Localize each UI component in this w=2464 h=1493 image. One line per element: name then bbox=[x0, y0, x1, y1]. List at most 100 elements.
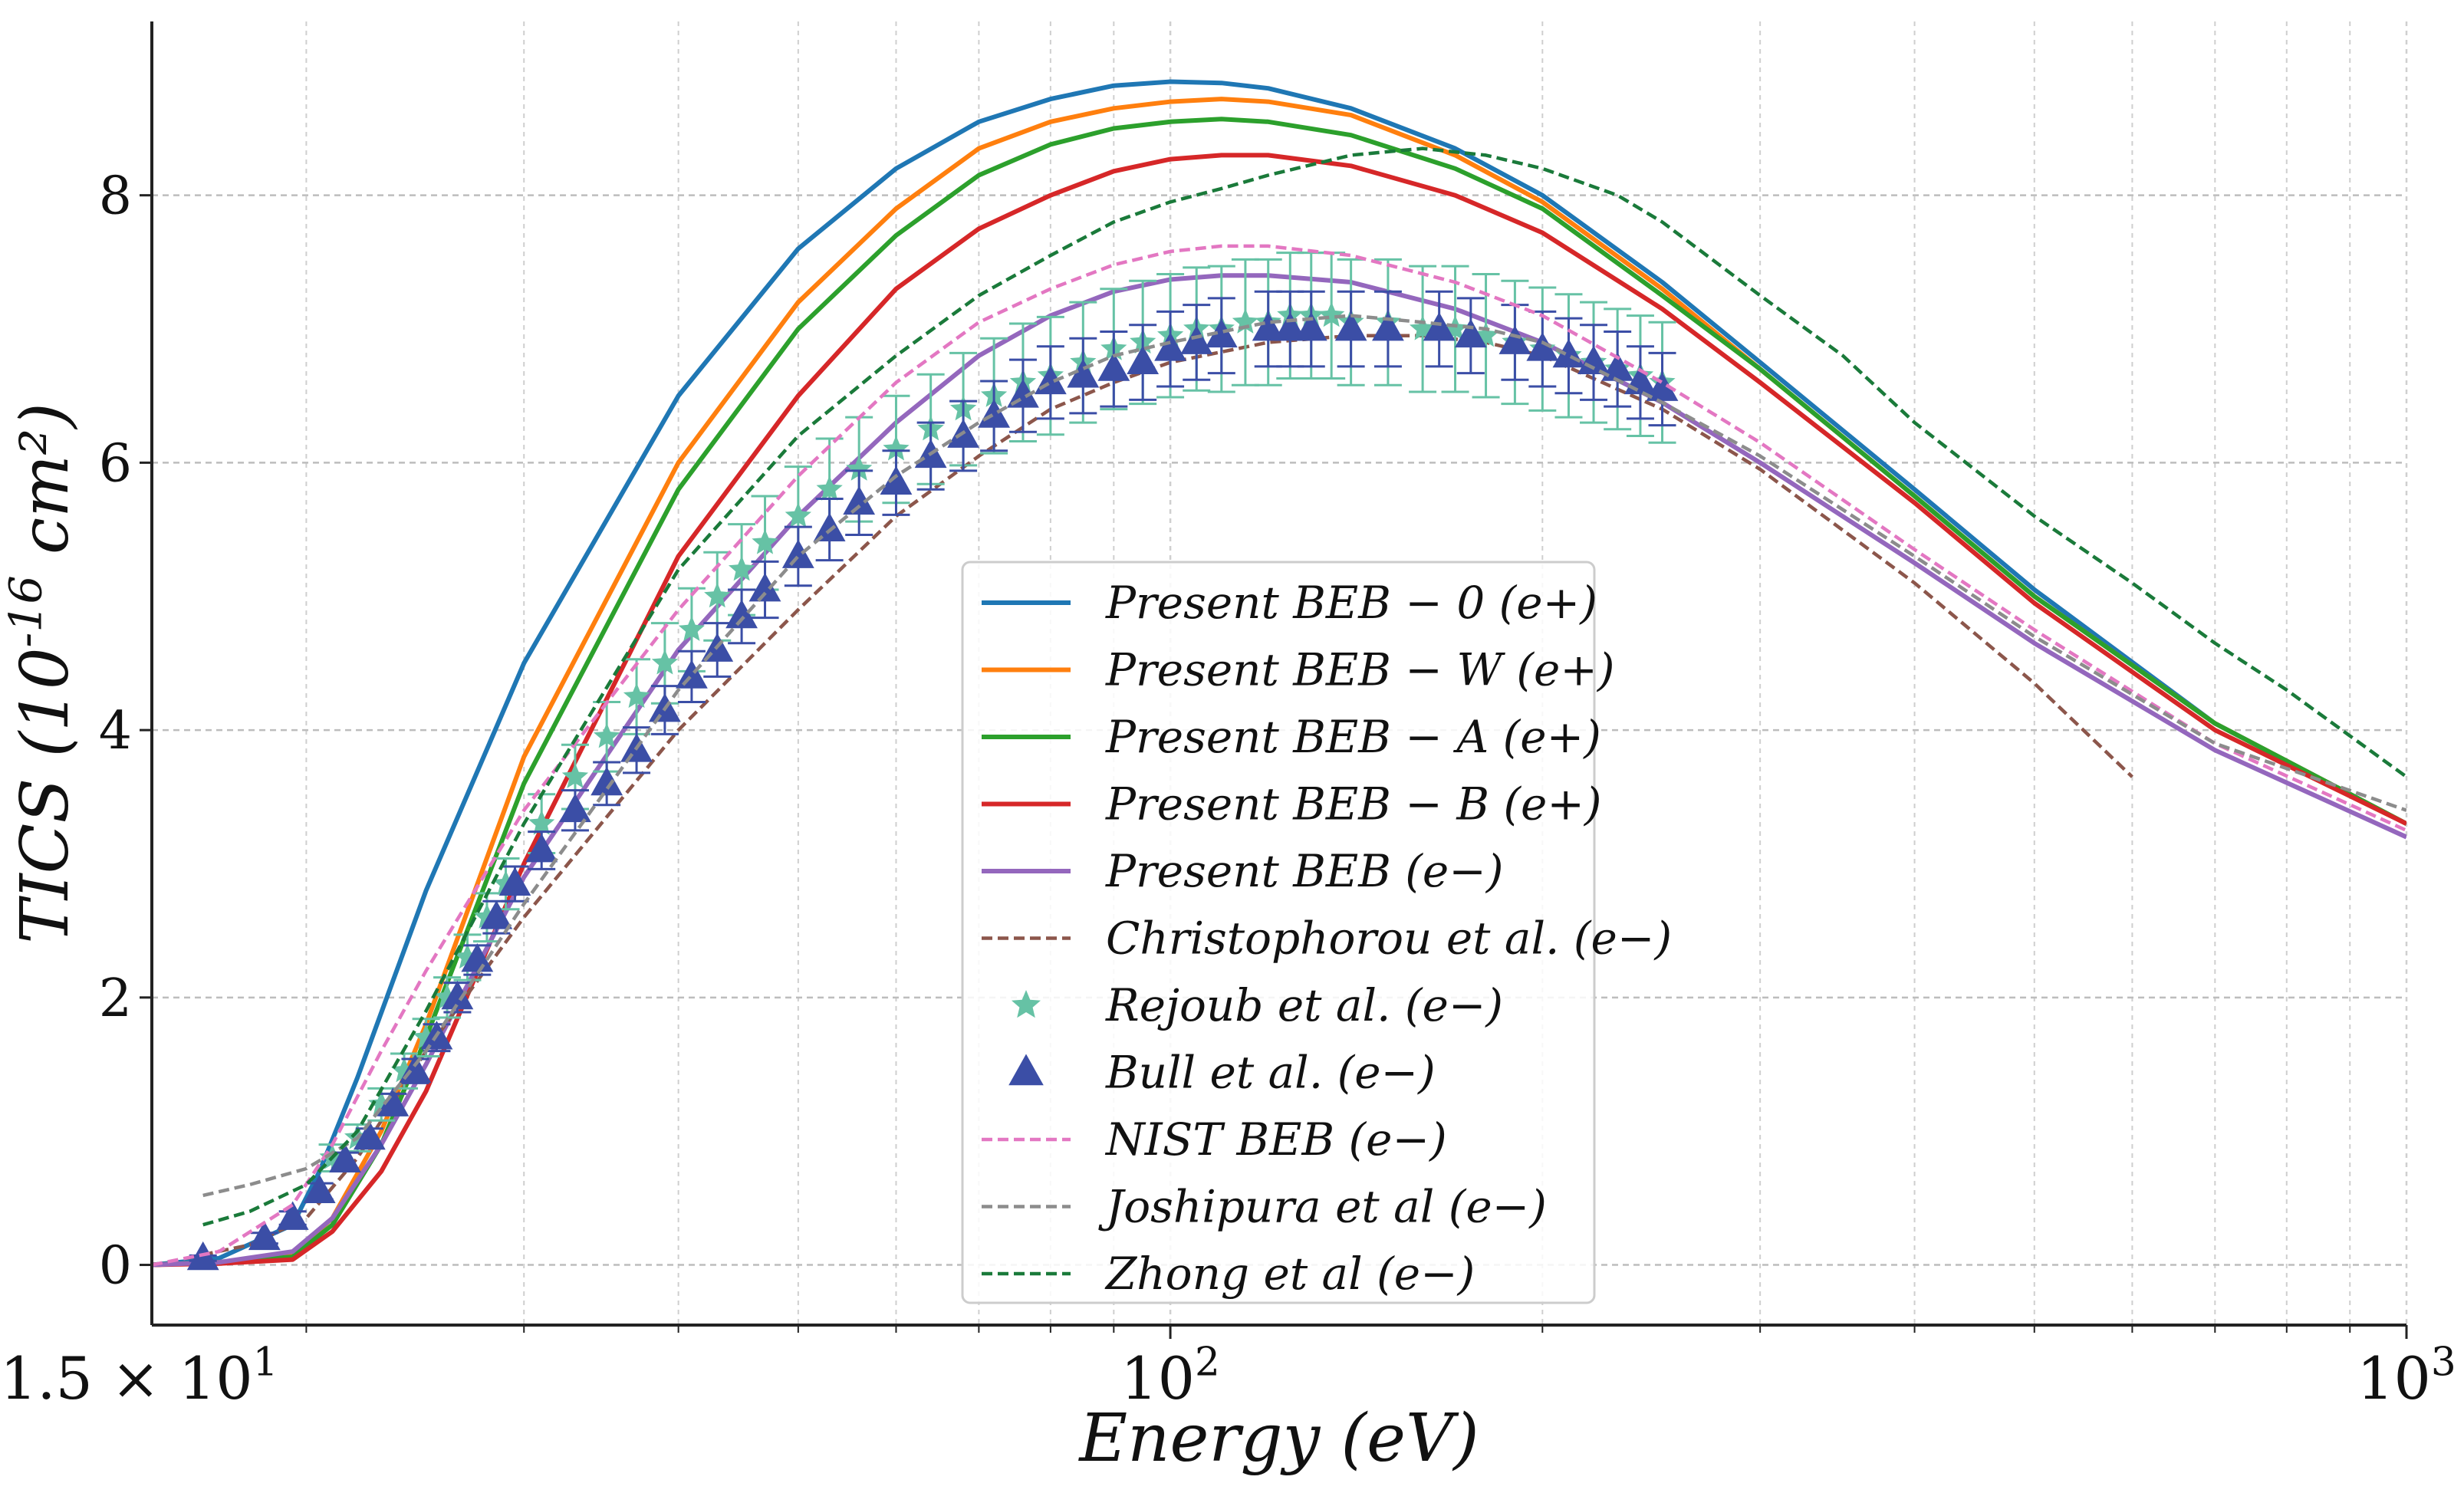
data-point bbox=[461, 943, 494, 972]
data-point bbox=[248, 1221, 281, 1251]
legend-item: Joshipura et al (e−) bbox=[982, 1181, 1547, 1233]
series-line bbox=[152, 79, 2406, 1268]
data-point bbox=[704, 582, 731, 608]
data-point bbox=[1295, 312, 1327, 341]
series-line bbox=[202, 314, 2406, 1198]
data-point bbox=[1526, 332, 1559, 361]
data-point bbox=[1034, 365, 1067, 395]
data-point bbox=[816, 475, 843, 501]
legend-label: NIST BEB (e−) bbox=[1104, 1113, 1447, 1166]
data-point bbox=[1127, 345, 1160, 375]
legend-label: Present BEB − W (e+) bbox=[1105, 644, 1615, 696]
data-point bbox=[1423, 312, 1456, 341]
data-point bbox=[678, 616, 705, 641]
data-point bbox=[276, 1201, 309, 1230]
data-point bbox=[353, 1120, 386, 1150]
x-tick-label: 102 bbox=[1120, 1340, 1220, 1412]
data-point bbox=[1454, 318, 1487, 348]
legend-box bbox=[961, 561, 1596, 1304]
y-tick-label: 8 bbox=[99, 166, 132, 227]
data-point bbox=[1205, 318, 1238, 348]
legend-item: Present BEB − B (e+) bbox=[982, 778, 1602, 830]
y-tick-label: 6 bbox=[99, 433, 132, 494]
legend-label: Joshipura et al (e−) bbox=[1098, 1181, 1547, 1233]
series-11 bbox=[202, 146, 2406, 1227]
axes bbox=[150, 21, 2406, 1327]
data-point bbox=[1498, 325, 1531, 354]
data-point bbox=[525, 834, 558, 863]
data-point bbox=[729, 555, 755, 581]
legend-label: Christophorou et al. (e−) bbox=[1106, 913, 1672, 965]
series-line bbox=[202, 146, 2406, 1227]
data-point bbox=[846, 455, 873, 481]
x-tick-label: 1.5 × 101 bbox=[0, 1340, 278, 1412]
data-point bbox=[1252, 312, 1285, 341]
data-point bbox=[781, 539, 814, 568]
data-point bbox=[591, 766, 623, 796]
data-point bbox=[651, 649, 678, 675]
y-tick-label: 0 bbox=[99, 1236, 132, 1297]
data-point bbox=[883, 435, 910, 461]
data-point bbox=[528, 810, 555, 835]
legend-item: Christophorou et al. (e−) bbox=[982, 913, 1672, 965]
legend-label: Present BEB − A (e+) bbox=[1105, 711, 1601, 763]
data-point bbox=[978, 399, 1011, 428]
legend-item: NIST BEB (e−) bbox=[982, 1113, 1447, 1166]
data-point bbox=[813, 512, 846, 541]
data-point bbox=[1067, 359, 1100, 388]
legend-label: Rejoub et al. (e−) bbox=[1105, 979, 1503, 1031]
data-point bbox=[1577, 345, 1610, 375]
x-axis-title: Energy (eV) bbox=[1077, 1400, 1479, 1477]
data-point bbox=[752, 529, 778, 554]
data-point bbox=[1334, 312, 1367, 341]
legend-item: Present BEB − 0 (e+) bbox=[982, 577, 1597, 629]
y-axis-title: TICS (10-16 cm²) bbox=[0, 403, 84, 944]
data-point bbox=[594, 722, 620, 748]
data-point bbox=[1097, 352, 1130, 381]
legend-swatch bbox=[1012, 990, 1041, 1018]
y-tick-label: 4 bbox=[99, 701, 132, 761]
data-point bbox=[498, 867, 531, 896]
series-8 bbox=[186, 290, 1679, 1271]
legend-item: Present BEB (e−) bbox=[982, 845, 1503, 897]
series-1 bbox=[152, 79, 2406, 1268]
data-point bbox=[1274, 312, 1307, 341]
legend-label: Zhong et al (e−) bbox=[1104, 1248, 1475, 1300]
data-point bbox=[843, 485, 876, 515]
legend-item: Bull et al. (e−) bbox=[1008, 1047, 1436, 1099]
series-10 bbox=[202, 314, 2406, 1198]
data-point bbox=[1318, 301, 1345, 327]
data-point bbox=[1552, 338, 1585, 368]
data-point bbox=[1646, 372, 1679, 401]
y-tick-label: 2 bbox=[99, 968, 132, 1029]
data-point bbox=[748, 573, 781, 602]
data-point bbox=[676, 659, 708, 689]
data-point bbox=[623, 682, 650, 709]
data-point bbox=[561, 763, 589, 788]
legend: Present BEB − 0 (e+) Present BEB − W (e+)… bbox=[961, 561, 1672, 1304]
legend-swatch bbox=[1008, 1054, 1044, 1086]
data-point bbox=[303, 1174, 336, 1204]
legend-item: Present BEB − A (e+) bbox=[982, 711, 1601, 763]
legend-item: Rejoub et al. (e−) bbox=[1012, 979, 1503, 1031]
legend-item: Present BEB − W (e+) bbox=[982, 644, 1615, 696]
data-point bbox=[1180, 325, 1213, 354]
plot-area bbox=[152, 79, 2406, 1271]
x-tick-label: 103 bbox=[2357, 1340, 2456, 1412]
legend-label: Present BEB − 0 (e+) bbox=[1105, 577, 1597, 629]
legend-label: Bull et al. (e−) bbox=[1105, 1047, 1436, 1099]
legend-label: Present BEB − B (e+) bbox=[1105, 778, 1602, 830]
data-point bbox=[1154, 332, 1186, 361]
tick-labels: 0 2 4 6 8 1.5 × 101 102 103 bbox=[0, 166, 2456, 1412]
series-4 bbox=[152, 153, 2406, 1268]
data-point bbox=[725, 599, 758, 629]
data-point bbox=[480, 900, 513, 929]
series-line bbox=[152, 153, 2406, 1268]
data-point bbox=[329, 1143, 361, 1172]
data-point bbox=[880, 465, 913, 495]
data-point bbox=[377, 1087, 410, 1116]
legend-item: Zhong et al (e−) bbox=[982, 1248, 1475, 1300]
data-point bbox=[1372, 312, 1404, 341]
legend-label: Present BEB (e−) bbox=[1105, 845, 1503, 897]
